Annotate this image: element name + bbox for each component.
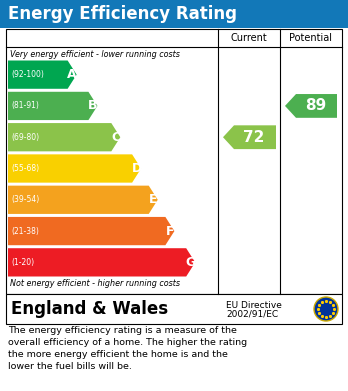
Text: England & Wales: England & Wales (11, 300, 168, 318)
Text: Not energy efficient - higher running costs: Not energy efficient - higher running co… (10, 280, 180, 289)
Polygon shape (8, 92, 97, 120)
Polygon shape (285, 94, 337, 118)
Text: 72: 72 (243, 130, 265, 145)
Polygon shape (8, 217, 174, 245)
Text: 89: 89 (306, 99, 327, 113)
Text: (55-68): (55-68) (11, 164, 39, 173)
Text: EU Directive: EU Directive (226, 301, 282, 310)
Polygon shape (8, 123, 120, 151)
Text: (39-54): (39-54) (11, 195, 39, 204)
Polygon shape (8, 61, 77, 89)
Text: (81-91): (81-91) (11, 101, 39, 110)
Text: D: D (132, 162, 142, 175)
Text: Very energy efficient - lower running costs: Very energy efficient - lower running co… (10, 50, 180, 59)
Bar (6, 29, 342, 294)
Text: (21-38): (21-38) (11, 226, 39, 235)
Text: G: G (185, 256, 196, 269)
Text: B: B (88, 99, 98, 113)
Bar (0, 0, 348, 28)
Text: C: C (111, 131, 120, 144)
Polygon shape (8, 248, 195, 276)
Circle shape (314, 297, 338, 321)
Text: Energy Efficiency Rating: Energy Efficiency Rating (8, 5, 237, 23)
Polygon shape (8, 154, 141, 183)
Text: E: E (149, 193, 158, 206)
Text: The energy efficiency rating is a measure of the
overall efficiency of a home. T: The energy efficiency rating is a measur… (8, 326, 247, 371)
Polygon shape (223, 126, 276, 149)
Text: (92-100): (92-100) (11, 70, 44, 79)
Text: (1-20): (1-20) (11, 258, 34, 267)
Text: 2002/91/EC: 2002/91/EC (226, 310, 278, 319)
Text: F: F (166, 224, 174, 238)
Polygon shape (8, 186, 158, 214)
Bar (6, 294, 342, 324)
Text: (69-80): (69-80) (11, 133, 39, 142)
Text: Potential: Potential (290, 33, 332, 43)
Text: A: A (67, 68, 77, 81)
Text: Current: Current (231, 33, 267, 43)
